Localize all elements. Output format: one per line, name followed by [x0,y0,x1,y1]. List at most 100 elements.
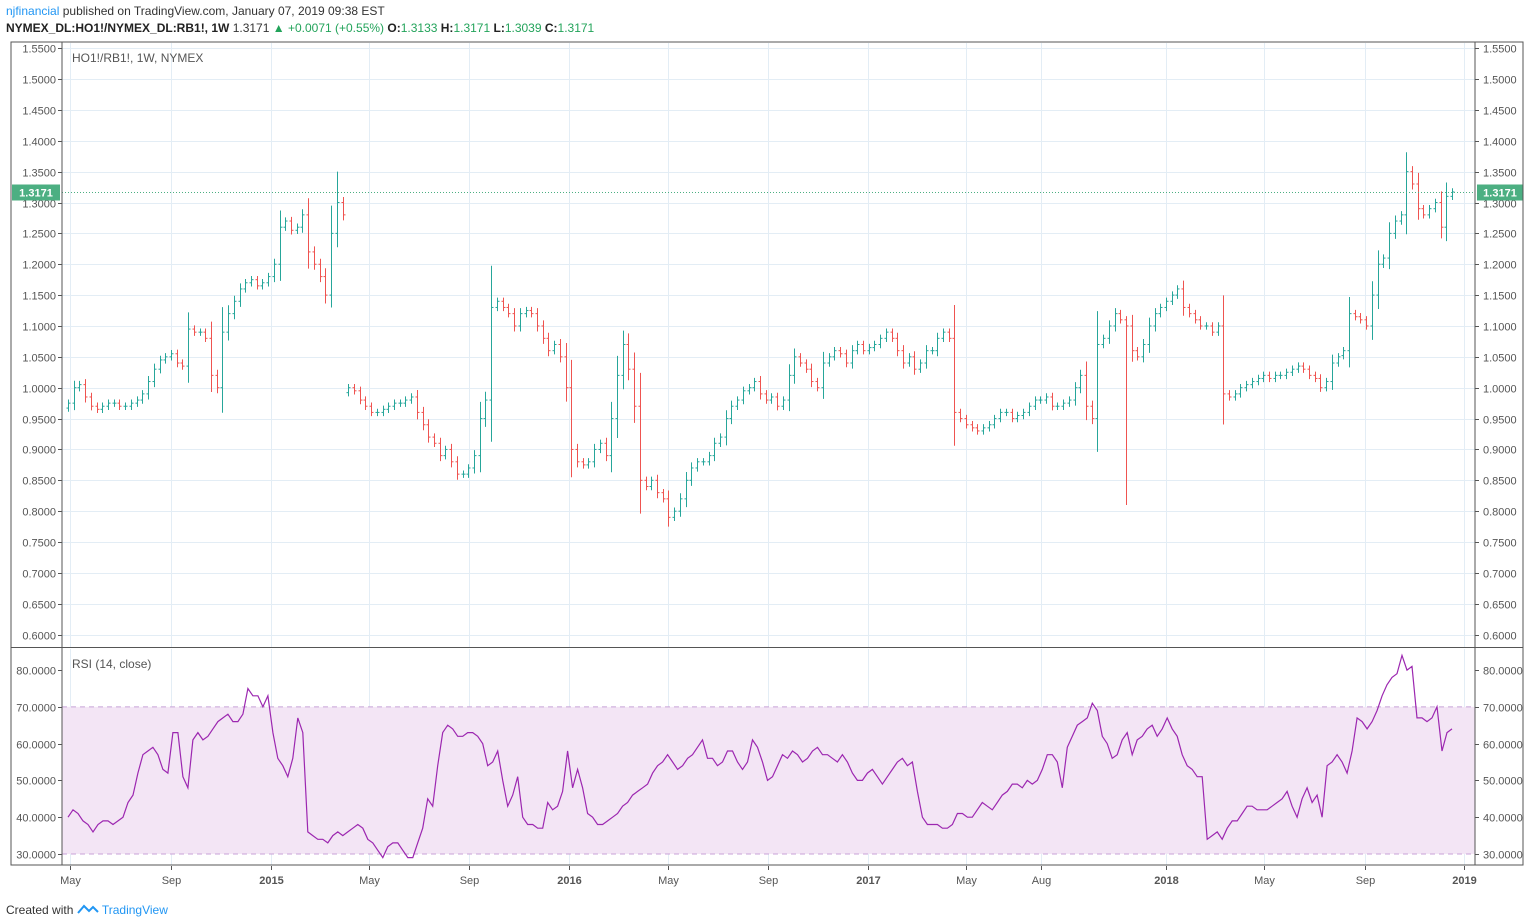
ohlc-bar[interactable] [421,406,426,431]
ohlc-bar[interactable] [689,462,694,486]
ohlc-bar[interactable] [1044,393,1049,404]
ohlc-bar[interactable] [884,328,889,343]
ohlc-bar[interactable] [541,320,546,344]
ohlc-bar[interactable] [958,408,963,423]
ohlc-bar[interactable] [1256,374,1261,386]
ohlc-bar[interactable] [203,328,208,343]
ohlc-bar[interactable] [215,369,220,394]
ohlc-bar[interactable] [1015,411,1020,423]
ohlc-bar[interactable] [575,443,580,468]
ohlc-bar[interactable] [901,345,906,369]
author-link[interactable]: njfinancial [6,4,60,18]
ohlc-bar[interactable] [592,443,597,468]
ohlc-bar[interactable] [478,401,483,473]
ohlc-bar[interactable] [461,470,466,478]
ohlc-bar[interactable] [678,493,683,517]
ohlc-bar[interactable] [741,386,746,405]
ohlc-bar[interactable] [192,325,197,336]
ohlc-bar[interactable] [358,386,363,405]
ohlc-bar[interactable] [1267,371,1272,383]
ohlc-bar[interactable] [283,217,288,231]
ohlc-bar[interactable] [701,458,706,466]
ohlc-bar[interactable] [83,379,88,403]
ohlc-bar[interactable] [1444,182,1449,242]
ohlc-bar[interactable] [1084,361,1089,421]
ohlc-bar[interactable] [604,437,609,462]
ohlc-bar[interactable] [472,450,477,474]
ohlc-bar[interactable] [912,351,917,375]
ohlc-bar[interactable] [169,350,174,361]
ohlc-bar[interactable] [546,332,551,357]
ohlc-bar[interactable] [529,306,534,318]
ohlc-bar[interactable] [249,275,254,287]
ohlc-bar[interactable] [1158,303,1163,318]
ohlc-bar[interactable] [832,346,837,361]
ohlc-bar[interactable] [1416,172,1421,220]
ohlc-bar[interactable] [947,328,952,343]
ohlc-bar[interactable] [1050,392,1055,411]
ohlc-bar[interactable] [1153,308,1158,332]
ohlc-bar[interactable] [535,308,540,332]
ohlc-bar[interactable] [827,353,832,367]
ohlc-bar[interactable] [1364,316,1369,330]
ohlc-bar[interactable] [1330,354,1335,390]
ohlc-bar[interactable] [260,279,265,290]
ohlc-bar[interactable] [1358,313,1363,324]
ohlc-bar[interactable] [655,474,660,499]
ohlc-bar[interactable] [621,330,626,390]
ohlc-bar[interactable] [506,303,511,318]
ohlc-bar[interactable] [1296,362,1301,373]
ohlc-bar[interactable] [872,340,877,352]
ohlc-bar[interactable] [1210,322,1215,336]
ohlc-bar[interactable] [666,490,671,527]
ohlc-bar[interactable] [998,408,1003,423]
ohlc-bar[interactable] [758,375,763,400]
ohlc-bar[interactable] [1301,362,1306,373]
ohlc-bar[interactable] [226,305,231,341]
ohlc-bar[interactable] [1278,371,1283,380]
ohlc-bar[interactable] [312,246,317,270]
ohlc-bar[interactable] [1135,346,1140,361]
ohlc-bar[interactable] [146,375,151,400]
ohlc-bar[interactable] [426,419,431,443]
ohlc-bar[interactable] [1204,322,1209,330]
ohlc-bar[interactable] [1341,346,1346,360]
ohlc-bar[interactable] [1261,371,1266,383]
ohlc-bar[interactable] [850,345,855,369]
ohlc-bar[interactable] [981,424,986,435]
ohlc-bar[interactable] [501,297,506,312]
ohlc-bar[interactable] [140,390,145,404]
ohlc-bar[interactable] [735,396,740,410]
ohlc-bar[interactable] [987,421,992,432]
ohlc-bar[interactable] [1336,353,1341,367]
ohlc-bar[interactable] [1198,316,1203,330]
ohlc-bar[interactable] [329,205,334,308]
ohlc-bar[interactable] [1147,317,1152,353]
ohlc-bar[interactable] [895,332,900,357]
ohlc-bar[interactable] [586,458,591,469]
ohlc-bar[interactable] [306,198,311,269]
ohlc-bar[interactable] [615,355,620,439]
ohlc-bar[interactable] [672,507,677,522]
ohlc-bar[interactable] [1244,380,1249,392]
ohlc-bar[interactable] [495,297,500,312]
ohlc-bar[interactable] [952,304,957,446]
ohlc-bar[interactable] [232,295,237,320]
ohlc-bar[interactable] [695,458,700,472]
ohlc-bar[interactable] [729,400,734,425]
ohlc-bar[interactable] [1175,285,1180,299]
ohlc-bar[interactable] [1095,311,1100,452]
ohlc-bar[interactable] [1033,396,1038,410]
ohlc-bar[interactable] [724,410,729,446]
ohlc-bar[interactable] [1141,338,1146,363]
ohlc-bar[interactable] [1370,281,1375,340]
ohlc-bar[interactable] [238,283,243,307]
ohlc-bar[interactable] [341,196,346,221]
ohlc-bar[interactable] [992,414,997,429]
ohlc-bar[interactable] [100,402,105,414]
ohlc-bar[interactable] [489,265,494,442]
ohlc-bar[interactable] [1290,365,1295,376]
ohlc-bar[interactable] [1027,402,1032,417]
ohlc-bar[interactable] [1187,303,1192,318]
ohlc-bar[interactable] [1387,222,1392,270]
